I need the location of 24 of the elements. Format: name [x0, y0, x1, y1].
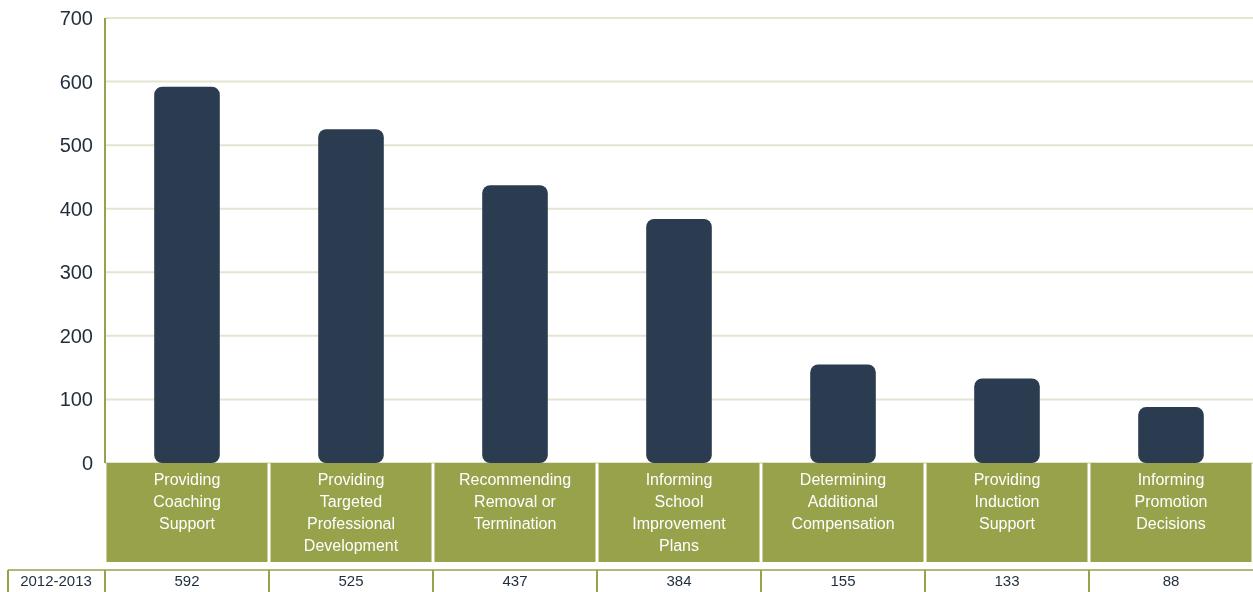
y-tick-label: 200	[59, 324, 93, 347]
x-tick-label: Determining Additional Compensation	[791, 471, 895, 532]
y-tick-label: 700	[59, 7, 93, 29]
data-label: 437	[502, 572, 528, 589]
data-label: 88	[1162, 572, 1180, 589]
y-tick-label: 500	[59, 134, 93, 157]
x-tick-label: Providing Coaching Support	[153, 471, 221, 532]
x-tick-label: Informing Promotion Decisions	[1134, 471, 1208, 532]
bar	[1138, 407, 1204, 463]
text: 2012-2013	[20, 572, 92, 589]
x-tick-label: Providing Induction Support	[973, 471, 1041, 532]
y-tick-label: 100	[59, 388, 93, 411]
x-tick-label: Providing Targeted Professional Development	[303, 471, 399, 554]
data-label: 525	[338, 572, 364, 589]
y-tick-label: 300	[59, 261, 93, 284]
data-label: 592	[174, 572, 200, 589]
x-tick-label: Informing School Improvement Plans	[632, 471, 727, 554]
data-label: 155	[830, 572, 856, 589]
data-label: 384	[666, 572, 692, 589]
x-tick-label: Recommending Removal or Termination	[458, 471, 572, 532]
y-tick-label: 600	[59, 70, 93, 93]
y-tick-label: 0	[81, 452, 93, 474]
y-tick-label: 400	[59, 197, 93, 220]
data-label: 133	[994, 572, 1020, 589]
